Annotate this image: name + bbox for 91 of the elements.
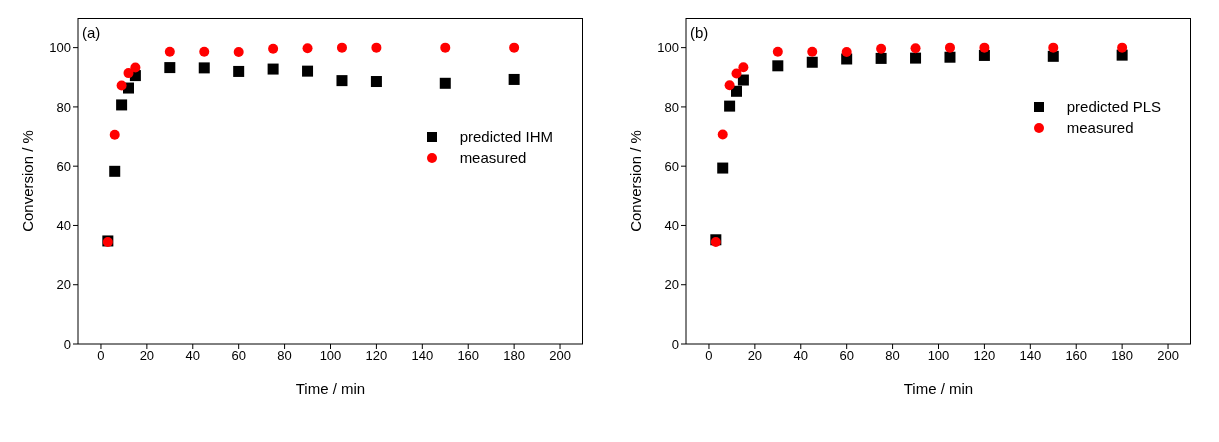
point xyxy=(841,47,852,58)
point xyxy=(440,42,451,53)
point xyxy=(123,68,134,79)
x-tick-label: 200 xyxy=(1157,348,1179,364)
point xyxy=(807,46,818,57)
y-axis-title: Conversion / % xyxy=(627,130,645,232)
x-tick-label: 200 xyxy=(549,348,571,364)
point xyxy=(724,80,735,91)
point xyxy=(772,46,783,57)
y-axis-title: Conversion / % xyxy=(19,130,37,232)
point xyxy=(198,62,210,74)
x-tick-label: 120 xyxy=(973,348,996,364)
point xyxy=(439,77,451,89)
x-tick-label: 80 xyxy=(885,348,900,364)
y-tick-label: 80 xyxy=(664,99,679,115)
point xyxy=(944,51,956,63)
point xyxy=(164,62,176,74)
x-tick-label: 0 xyxy=(97,348,105,364)
y-tick-label: 20 xyxy=(56,277,71,293)
x-tick-label: 140 xyxy=(1019,348,1042,364)
x-tick-label: 180 xyxy=(1111,348,1133,364)
point xyxy=(717,129,728,140)
y-tick-label: 60 xyxy=(664,158,679,174)
point xyxy=(268,43,279,54)
x-tick-label: 20 xyxy=(139,348,155,364)
point xyxy=(336,75,348,87)
point xyxy=(876,43,887,54)
y-tick-label: 0 xyxy=(63,336,71,352)
x-tick-label: 0 xyxy=(705,348,713,364)
annotation: (a) xyxy=(82,24,101,41)
x-tick-label: 100 xyxy=(319,348,342,364)
point xyxy=(116,80,127,91)
x-tick-label: 160 xyxy=(1065,348,1088,364)
point xyxy=(806,56,818,68)
y-tick-label: 60 xyxy=(56,158,71,174)
point xyxy=(1117,42,1128,53)
point xyxy=(233,65,245,77)
point xyxy=(336,42,347,53)
point xyxy=(772,60,784,72)
point xyxy=(109,129,120,140)
point xyxy=(910,43,921,54)
point xyxy=(109,165,121,177)
annotation: (b) xyxy=(690,24,709,41)
x-axis-title: Time / min xyxy=(903,380,974,397)
point xyxy=(1047,50,1059,62)
point xyxy=(233,47,244,58)
y-tick-label: 20 xyxy=(664,277,679,293)
x-tick-label: 40 xyxy=(185,348,201,364)
point xyxy=(724,100,736,112)
point xyxy=(979,42,990,53)
point xyxy=(267,63,279,75)
x-tick-label: 100 xyxy=(927,348,950,364)
legend-label: predicted IHM xyxy=(459,128,553,145)
point xyxy=(370,76,382,88)
point xyxy=(302,43,313,54)
legend-label: measured xyxy=(459,149,527,166)
point xyxy=(731,68,742,79)
x-tick-label: 160 xyxy=(457,348,480,364)
y-tick-label: 40 xyxy=(664,218,679,234)
x-tick-label: 60 xyxy=(839,348,854,364)
y-tick-label: 80 xyxy=(56,99,71,115)
x-axis-title: Time / min xyxy=(295,380,366,397)
point xyxy=(737,74,749,86)
x-tick-label: 20 xyxy=(747,348,763,364)
y-tick-label: 0 xyxy=(671,336,679,352)
point xyxy=(199,46,210,57)
x-tick-label: 120 xyxy=(365,348,388,364)
point xyxy=(164,46,175,57)
x-tick-label: 60 xyxy=(231,348,246,364)
point xyxy=(509,42,520,53)
point xyxy=(1048,42,1059,53)
legend-label: measured xyxy=(1066,119,1134,136)
x-tick-label: 140 xyxy=(411,348,434,364)
y-tick-label: 100 xyxy=(657,40,679,56)
point xyxy=(738,62,749,73)
x-tick-label: 180 xyxy=(503,348,525,364)
point xyxy=(116,99,128,111)
x-tick-label: 40 xyxy=(793,348,809,364)
point xyxy=(302,65,314,77)
point xyxy=(130,62,141,73)
y-tick-label: 100 xyxy=(49,40,71,56)
point xyxy=(910,52,922,64)
x-tick-label: 80 xyxy=(277,348,292,364)
point xyxy=(731,85,742,97)
y-tick-label: 40 xyxy=(56,218,71,234)
point xyxy=(508,73,520,85)
point xyxy=(371,42,382,53)
point xyxy=(944,42,955,53)
point xyxy=(875,52,887,64)
legend-label: predicted PLS xyxy=(1066,98,1161,115)
point xyxy=(717,162,729,174)
